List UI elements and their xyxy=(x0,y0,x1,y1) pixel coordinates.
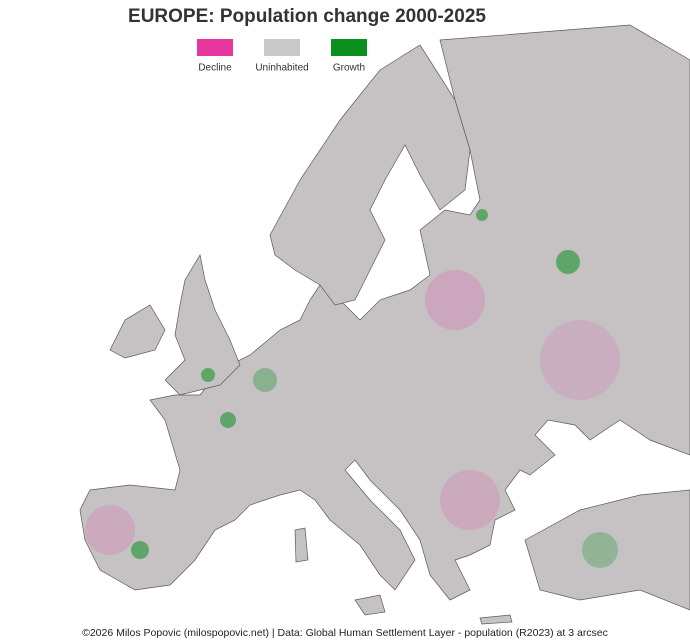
growth-area xyxy=(220,412,236,428)
settlement-texture xyxy=(85,209,620,568)
decline-area xyxy=(85,505,135,555)
map xyxy=(79,24,690,625)
great-britain xyxy=(164,254,241,396)
crete xyxy=(479,614,513,625)
turkey xyxy=(524,489,690,611)
ireland xyxy=(109,304,166,359)
title: EUROPE: Population change 2000-2025 xyxy=(128,6,486,27)
decline-area xyxy=(440,470,500,530)
scandinavia xyxy=(269,44,471,306)
legend-label: Decline xyxy=(198,63,232,74)
growth-area xyxy=(201,368,215,382)
caption: ©2026 Milos Popovic (milospopovic.net) |… xyxy=(82,627,608,639)
legend: Decline Uninhabited Growth xyxy=(197,39,367,74)
sicily xyxy=(354,594,386,616)
legend-label: Uninhabited xyxy=(255,63,308,74)
sardinia xyxy=(294,527,309,563)
growth-area xyxy=(131,541,149,559)
growth-area xyxy=(582,532,618,568)
growth-area xyxy=(476,209,488,221)
growth-area xyxy=(253,368,277,392)
legend-swatch xyxy=(331,39,367,56)
legend-swatch xyxy=(197,39,233,56)
decline-area xyxy=(540,320,620,400)
legend-label: Growth xyxy=(333,63,365,74)
legend-swatch xyxy=(264,39,300,56)
decline-area xyxy=(425,270,485,330)
growth-area xyxy=(556,250,580,274)
